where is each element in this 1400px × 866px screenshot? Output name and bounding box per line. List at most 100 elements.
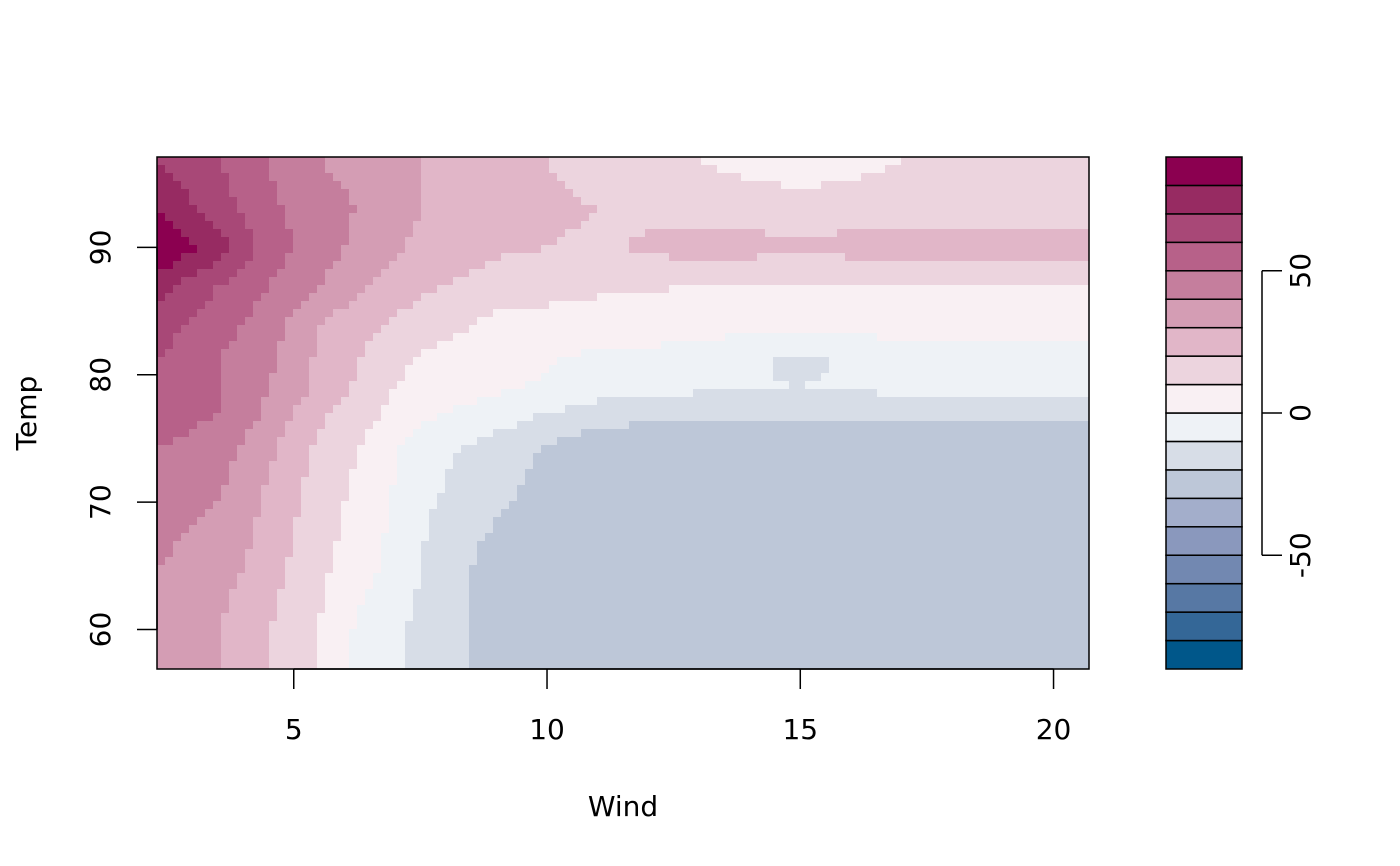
contour-cell (1077, 205, 1086, 214)
contour-cell (997, 293, 1006, 302)
contour-cell (1069, 237, 1078, 246)
contour-cell (445, 205, 454, 214)
contour-cell (589, 197, 598, 206)
contour-cell (709, 173, 718, 182)
contour-cell (405, 325, 414, 334)
contour-cell (533, 197, 542, 206)
contour-cell (941, 365, 950, 374)
contour-cell (989, 189, 998, 198)
contour-cell (821, 453, 830, 462)
contour-cell (669, 453, 678, 462)
contour-cell (333, 181, 342, 190)
contour-cell (381, 341, 390, 350)
contour-cell (669, 493, 678, 502)
contour-cell (469, 333, 478, 342)
contour-cell (349, 421, 358, 430)
contour-cell (205, 261, 214, 270)
contour-cell (157, 373, 166, 382)
contour-cell (549, 325, 558, 334)
contour-cell (893, 333, 902, 342)
contour-cell (629, 205, 638, 214)
contour-cell (157, 229, 166, 238)
contour-cell (293, 341, 302, 350)
contour-cell (893, 397, 902, 406)
contour-cell (1037, 245, 1046, 254)
contour-cell (669, 213, 678, 222)
contour-cell (1005, 261, 1014, 270)
contour-cell (661, 317, 670, 326)
contour-cell (877, 197, 886, 206)
contour-cell (413, 285, 422, 294)
contour-cell (709, 341, 718, 350)
contour-cell (501, 189, 510, 198)
contour-cell (301, 261, 310, 270)
contour-cell (845, 333, 854, 342)
contour-cell (829, 213, 838, 222)
contour-cell (629, 493, 638, 502)
contour-cell (685, 357, 694, 366)
contour-cell (1005, 245, 1014, 254)
contour-cell (757, 309, 766, 318)
contour-cell (1045, 381, 1054, 390)
contour-cell (741, 485, 750, 494)
contour-cell (269, 445, 278, 454)
contour-cell (1021, 373, 1030, 382)
contour-cell (1061, 485, 1070, 494)
contour-cell (861, 413, 870, 422)
contour-cell (397, 365, 406, 374)
contour-cell (797, 421, 806, 430)
contour-cell (893, 373, 902, 382)
contour-cell (709, 389, 718, 398)
contour-cell (309, 397, 318, 406)
contour-cell (437, 325, 446, 334)
contour-cell (445, 277, 454, 286)
contour-cell (269, 453, 278, 462)
contour-cell (909, 325, 918, 334)
contour-cell (669, 165, 678, 174)
contour-cell (517, 165, 526, 174)
contour-cell (837, 205, 846, 214)
contour-cell (453, 381, 462, 390)
contour-cell (429, 373, 438, 382)
contour-cell (605, 221, 614, 230)
contour-cell (805, 365, 814, 374)
contour-cell (1045, 293, 1054, 302)
contour-cell (909, 437, 918, 446)
contour-cell (853, 245, 862, 254)
contour-cell (933, 373, 942, 382)
contour-cell (517, 437, 526, 446)
contour-cell (173, 437, 182, 446)
contour-cell (877, 253, 886, 262)
contour-cell (381, 205, 390, 214)
contour-cell (509, 213, 518, 222)
contour-cell (405, 285, 414, 294)
contour-cell (645, 213, 654, 222)
contour-cell (269, 189, 278, 198)
contour-cell (717, 317, 726, 326)
contour-cell (229, 453, 238, 462)
contour-cell (557, 333, 566, 342)
contour-cell (669, 469, 678, 478)
contour-cell (317, 181, 326, 190)
contour-cell (197, 469, 206, 478)
contour-cell (621, 157, 630, 166)
contour-cell (1053, 197, 1062, 206)
contour-cell (293, 429, 302, 438)
contour-cell (893, 309, 902, 318)
contour-cell (925, 421, 934, 430)
contour-cell (949, 373, 958, 382)
contour-cell (285, 309, 294, 318)
contour-cell (573, 229, 582, 238)
contour-cell (605, 325, 614, 334)
contour-cell (509, 445, 518, 454)
contour-cell (845, 309, 854, 318)
contour-cell (749, 485, 758, 494)
contour-cell (717, 429, 726, 438)
contour-cell (1021, 469, 1030, 478)
contour-cell (1053, 381, 1062, 390)
contour-cell (821, 189, 830, 198)
contour-cell (1037, 269, 1046, 278)
contour-cell (685, 381, 694, 390)
contour-cell (685, 413, 694, 422)
contour-cell (941, 373, 950, 382)
